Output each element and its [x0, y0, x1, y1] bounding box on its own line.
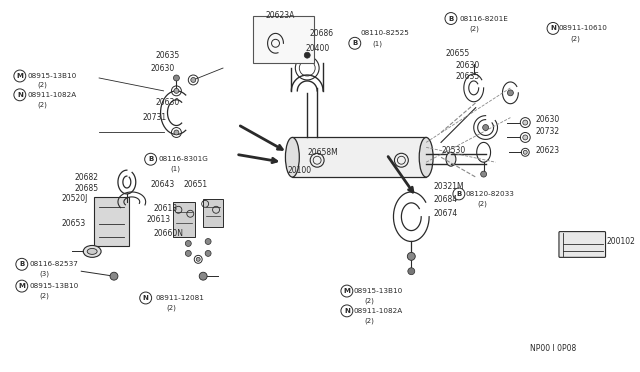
Text: 20400: 20400	[305, 44, 330, 53]
Text: N: N	[550, 25, 556, 31]
Text: 08116-8201E: 08116-8201E	[460, 16, 509, 22]
Text: NP00 I 0P08: NP00 I 0P08	[530, 344, 577, 353]
Text: 20732: 20732	[535, 127, 559, 136]
Text: 08911-1082A: 08911-1082A	[354, 308, 403, 314]
Circle shape	[199, 272, 207, 280]
Text: 20653: 20653	[61, 219, 86, 228]
Text: 20660N: 20660N	[154, 229, 184, 238]
Text: B: B	[148, 156, 153, 162]
Circle shape	[481, 171, 486, 177]
Circle shape	[174, 89, 179, 93]
Text: 20520J: 20520J	[61, 195, 88, 203]
Text: 08110-82525: 08110-82525	[361, 31, 410, 36]
Text: 200102: 200102	[607, 237, 636, 246]
Text: 20613: 20613	[154, 204, 178, 213]
Text: (2): (2)	[166, 305, 177, 311]
Text: 20630: 20630	[456, 61, 480, 70]
Bar	[203, 199, 223, 227]
Ellipse shape	[285, 137, 300, 177]
Text: B: B	[352, 40, 357, 46]
Circle shape	[508, 90, 513, 96]
Ellipse shape	[446, 152, 456, 166]
Ellipse shape	[419, 137, 433, 177]
Text: 20613: 20613	[147, 215, 171, 224]
Text: 20682: 20682	[74, 173, 99, 182]
Circle shape	[173, 75, 179, 81]
Text: 08915-13B10: 08915-13B10	[354, 288, 403, 294]
Text: M: M	[17, 73, 23, 79]
Ellipse shape	[87, 248, 97, 254]
Circle shape	[110, 272, 118, 280]
Ellipse shape	[83, 246, 101, 257]
Bar	[253, 16, 314, 63]
Text: 20731: 20731	[143, 113, 167, 122]
Circle shape	[196, 257, 200, 261]
Circle shape	[407, 252, 415, 260]
Bar	[292, 137, 426, 177]
Circle shape	[524, 150, 527, 154]
Text: 20658M: 20658M	[307, 148, 338, 157]
Text: 20530: 20530	[441, 146, 465, 155]
Text: (3): (3)	[40, 271, 50, 278]
FancyBboxPatch shape	[559, 232, 605, 257]
Text: 08116-82537: 08116-82537	[29, 261, 79, 267]
Circle shape	[483, 125, 488, 131]
Text: (2): (2)	[38, 102, 47, 108]
Text: 08120-82033: 08120-82033	[466, 191, 515, 197]
Text: N: N	[17, 92, 23, 98]
Text: (2): (2)	[40, 293, 49, 299]
Text: 20684: 20684	[433, 195, 457, 204]
Circle shape	[205, 250, 211, 256]
Text: 20630: 20630	[156, 98, 180, 107]
Text: B: B	[19, 261, 24, 267]
Text: 20686: 20686	[309, 29, 333, 38]
Text: (1): (1)	[170, 166, 180, 172]
Text: 20655: 20655	[446, 49, 470, 58]
Text: 08915-13B10: 08915-13B10	[29, 283, 79, 289]
Text: (2): (2)	[571, 35, 580, 42]
Text: 08911-10610: 08911-10610	[559, 25, 608, 31]
Text: 20630: 20630	[535, 115, 559, 124]
Text: 20623: 20623	[535, 146, 559, 155]
Text: 20100: 20100	[287, 166, 312, 174]
Circle shape	[523, 120, 528, 125]
Text: 20635: 20635	[456, 73, 480, 81]
Polygon shape	[94, 197, 129, 247]
Text: N: N	[143, 295, 148, 301]
Text: (2): (2)	[477, 201, 488, 207]
Text: 08116-8301G: 08116-8301G	[159, 156, 209, 162]
Circle shape	[191, 77, 196, 83]
Text: (2): (2)	[365, 298, 374, 304]
Text: 08911-1082A: 08911-1082A	[28, 92, 77, 98]
Text: (1): (1)	[372, 40, 383, 46]
Circle shape	[523, 135, 528, 140]
Text: (2): (2)	[470, 25, 479, 32]
Text: (2): (2)	[365, 318, 374, 324]
Text: 20651: 20651	[183, 180, 207, 189]
Circle shape	[186, 241, 191, 247]
Text: B: B	[448, 16, 454, 22]
Text: (2): (2)	[38, 82, 47, 88]
Bar	[173, 202, 195, 237]
Circle shape	[408, 268, 415, 275]
Text: 20643: 20643	[150, 180, 175, 189]
Text: 20674: 20674	[433, 209, 458, 218]
Text: N: N	[344, 308, 350, 314]
Circle shape	[186, 250, 191, 256]
Circle shape	[304, 52, 310, 58]
Circle shape	[174, 130, 179, 135]
Text: 20630: 20630	[150, 64, 175, 73]
Text: M: M	[344, 288, 350, 294]
Text: 20623A: 20623A	[266, 11, 295, 20]
Text: B: B	[456, 191, 461, 197]
Text: 20685: 20685	[74, 185, 99, 193]
Text: M: M	[19, 283, 25, 289]
Text: 20635: 20635	[156, 51, 180, 60]
Text: 08911-12081: 08911-12081	[156, 295, 204, 301]
Circle shape	[205, 238, 211, 244]
Text: 08915-13B10: 08915-13B10	[28, 73, 77, 79]
Text: 20321M: 20321M	[433, 183, 464, 192]
